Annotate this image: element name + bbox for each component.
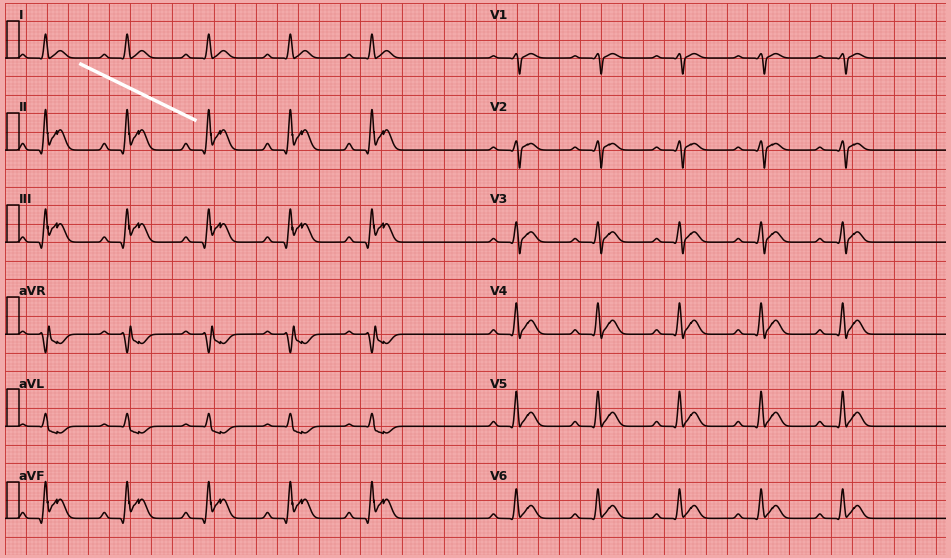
Text: V4: V4 [490, 286, 508, 299]
Text: aVF: aVF [19, 470, 46, 483]
Text: I: I [19, 9, 24, 22]
Text: aVL: aVL [19, 378, 45, 391]
Text: V3: V3 [490, 194, 508, 206]
Text: II: II [19, 102, 28, 114]
Text: aVR: aVR [19, 286, 47, 299]
Text: V6: V6 [490, 470, 508, 483]
Text: III: III [19, 194, 32, 206]
Text: V2: V2 [490, 102, 508, 114]
Text: V5: V5 [490, 378, 508, 391]
Text: V1: V1 [490, 9, 508, 22]
